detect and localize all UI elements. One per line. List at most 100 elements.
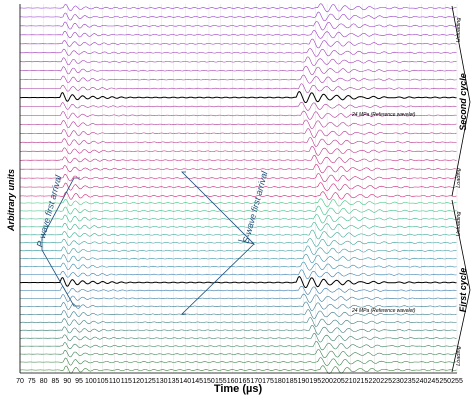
- first-cycle-trace: [20, 245, 457, 255]
- second-cycle-trace: [20, 164, 457, 174]
- first-cycle-trace: [20, 293, 457, 303]
- second-cycle-trace: [19, 154, 457, 165]
- x-tick-label: 90: [63, 378, 71, 385]
- reference-wavelet-label-second: 24 MPa (Reference wavelet): [351, 112, 416, 118]
- x-tick-label: 210: [345, 378, 357, 385]
- first-cycle-trace: [20, 309, 457, 319]
- x-tick-label: 185: [286, 378, 298, 385]
- second-cycle-label: Second cycle: [458, 73, 468, 131]
- x-tick-label: 100: [85, 378, 97, 385]
- waveform-traces: [19, 3, 457, 374]
- second-cycle-trace: [20, 30, 457, 39]
- first-cycle-bracket: [451, 199, 471, 373]
- x-tick-label: 195: [309, 378, 321, 385]
- x-tick-label: 215: [357, 378, 369, 385]
- s-wave-bracket-lower: [181, 243, 255, 315]
- x-tick-label: 140: [180, 378, 192, 385]
- first-cycle-trace: [20, 269, 457, 280]
- first-cycle-trace: [19, 198, 457, 208]
- second-cycle-trace: [20, 48, 457, 57]
- x-tick-label: 240: [416, 378, 428, 385]
- x-tick-label: 120: [132, 378, 144, 385]
- x-tick-label: 200: [321, 378, 333, 385]
- x-tick-label: 205: [333, 378, 345, 385]
- x-tick-label: 130: [156, 378, 168, 385]
- x-tick-label: 170: [250, 378, 262, 385]
- x-tick-label: 230: [392, 378, 404, 385]
- x-tick-label: 175: [262, 378, 274, 385]
- first-cycle-trace: [20, 222, 457, 231]
- x-tick-label: 145: [191, 378, 203, 385]
- second-cycle-trace: [20, 137, 457, 147]
- first-cycle-trace: [20, 349, 457, 358]
- x-tick-label: 225: [380, 378, 392, 385]
- x-tick-label: 110: [109, 378, 120, 385]
- second-cycle-trace: [20, 38, 457, 49]
- second-cycle-trace: [20, 65, 457, 76]
- x-tick-label: 255: [451, 378, 463, 385]
- first-cycle-trace: [20, 229, 457, 240]
- second-cycle-trace: [20, 11, 457, 22]
- second-cycle-trace: [20, 83, 457, 94]
- first-cycle-trace: [20, 286, 457, 295]
- x-tick-label: 165: [239, 378, 251, 385]
- second-cycle-trace: [20, 74, 457, 84]
- first-cycle-trace: [20, 253, 457, 264]
- x-tick-label: 135: [168, 378, 180, 385]
- first-cycle-trace: [20, 238, 457, 247]
- grid: [19, 4, 458, 373]
- x-tick-label: 235: [404, 378, 416, 385]
- second-cycle-trace: [20, 191, 457, 200]
- first-cycle-trace: [20, 341, 457, 351]
- first-cycle-trace: [20, 276, 457, 288]
- second-cycle-trace: [20, 119, 457, 129]
- second-cycle-bracket: [451, 5, 471, 197]
- x-tick-label: 80: [40, 378, 48, 385]
- second-cycle-trace: [20, 56, 457, 66]
- second-cycle-trace: [20, 21, 457, 31]
- second-loading-label: Loading: [456, 167, 462, 188]
- reference-wavelet-label-first: 24 MPa (Reference wavelet): [351, 308, 416, 314]
- first-cycle-trace: [19, 332, 457, 343]
- first-cycle-trace: [20, 205, 457, 216]
- second-cycle-trace: [20, 128, 457, 138]
- second-cycle-trace: [20, 173, 457, 182]
- first-cycle-trace: [20, 261, 457, 271]
- y-axis-label: Arbitrary units: [6, 169, 16, 232]
- x-tick-label: 155: [215, 378, 227, 385]
- p-wave-bracket-upper: [41, 177, 80, 248]
- p-wave-bracket-lower: [41, 248, 80, 307]
- x-tick-label: 220: [368, 378, 380, 385]
- x-tick-label: 95: [75, 378, 83, 385]
- second-cycle-trace: [20, 110, 457, 120]
- x-tick-label: 105: [97, 378, 109, 385]
- x-tick-label: 70: [16, 378, 24, 385]
- second-cycle-trace: [20, 91, 457, 103]
- x-tick-label: 180: [274, 378, 286, 385]
- first-cycle-label: First cycle: [458, 268, 468, 313]
- second-unloading-label: Unloading: [456, 17, 462, 43]
- x-tick-label: 115: [121, 378, 132, 385]
- s-wave-bracket-upper: [181, 171, 256, 245]
- x-axis-ticks: 70 75 80 85 90 95 100 105 110 115 120 125 130 135 140 1…: [16, 378, 463, 385]
- second-cycle-trace: [20, 146, 457, 156]
- x-tick-label: 245: [428, 378, 440, 385]
- x-tick-label: 160: [227, 378, 239, 385]
- x-tick-label: 125: [144, 378, 156, 385]
- first-unloading-label: Unloading: [456, 211, 462, 237]
- first-cycle-trace: [20, 301, 457, 311]
- x-tick-label: 85: [52, 378, 60, 385]
- first-cycle-trace: [20, 357, 457, 366]
- first-cycle-trace: [20, 365, 457, 374]
- x-tick-label: 150: [203, 378, 215, 385]
- x-tick-label: 75: [28, 378, 36, 385]
- second-cycle-trace: [20, 182, 457, 191]
- second-cycle-trace: [20, 102, 457, 111]
- first-cycle-trace: [20, 214, 457, 224]
- x-tick-label: 250: [439, 378, 451, 385]
- first-cycle-trace: [20, 317, 457, 327]
- x-axis-label: Time (µs): [214, 383, 263, 395]
- s-wave-label: S-wave first arrival: [241, 169, 270, 244]
- first-loading-label: Loading: [456, 345, 462, 366]
